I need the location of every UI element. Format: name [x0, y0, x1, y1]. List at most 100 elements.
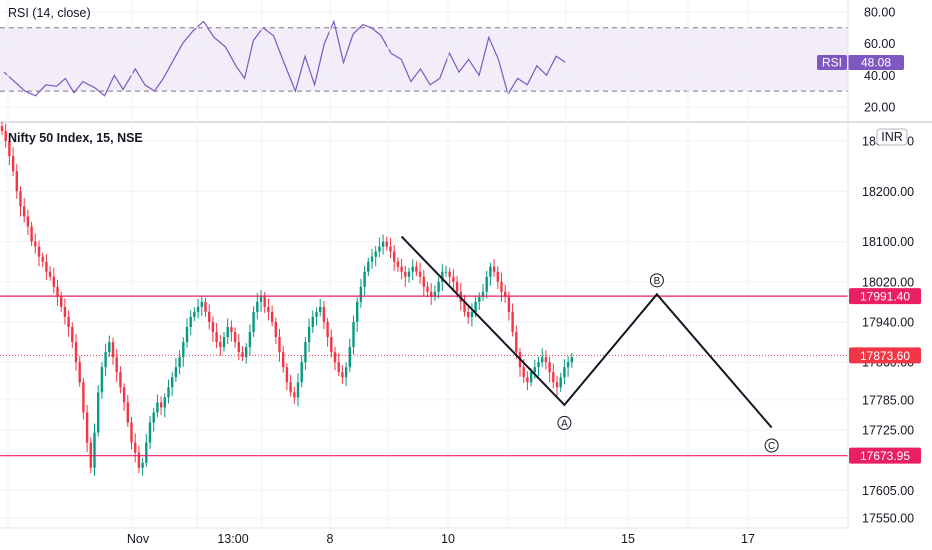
rsi-tick-label: 20.00: [864, 100, 895, 114]
candle-body: [267, 306, 270, 312]
candles: [0, 121, 573, 476]
candle-body: [30, 226, 33, 242]
candle-body: [152, 412, 155, 423]
rsi-legend-tag: RSI: [822, 55, 842, 69]
candle-body: [34, 241, 37, 247]
candle-body: [529, 372, 533, 383]
candle-body: [555, 382, 559, 388]
candle-body: [4, 131, 7, 142]
rsi-value-tag: RSI 48.08: [817, 54, 904, 70]
currency-button[interactable]: INR: [876, 128, 908, 146]
candle-body: [455, 281, 459, 292]
rsi-tick-label: 80.00: [864, 5, 895, 19]
candle-body: [85, 412, 89, 443]
candle-body: [548, 362, 551, 373]
candle-body: [45, 261, 48, 272]
price-title: Nifty 50 Index, 15, NSE: [8, 131, 143, 145]
level-price-tag: [849, 447, 921, 464]
candle-body: [78, 362, 81, 383]
candle-body: [526, 377, 529, 383]
candle-body: [222, 337, 226, 348]
candle-body: [274, 321, 277, 338]
candle-body: [259, 296, 263, 302]
candle-body: [74, 342, 78, 363]
price-tick-label: 17940.00: [862, 315, 914, 329]
candle-body: [341, 372, 344, 378]
x-tick-label: 15: [621, 532, 635, 546]
candle-body: [489, 266, 492, 277]
candle-body: [282, 352, 285, 368]
candle-body: [570, 357, 573, 363]
wave-point-marker: [764, 438, 779, 453]
candle-body: [315, 311, 318, 317]
candle-body: [474, 301, 477, 312]
candle-body: [137, 452, 141, 468]
last-price-tag: [849, 347, 921, 364]
candle-body: [504, 291, 507, 297]
candle-body: [500, 281, 503, 292]
horizontal-levels: [0, 295, 848, 457]
candle-body: [193, 311, 196, 317]
candle-body: [37, 246, 41, 257]
candle-body: [200, 301, 203, 307]
candle-body: [370, 256, 374, 262]
candle-body: [48, 271, 52, 277]
candle-body: [111, 342, 115, 358]
wave-path[interactable]: [400, 235, 773, 429]
candle-body: [448, 271, 451, 277]
candle-body: [196, 306, 200, 312]
candle-body: [293, 392, 296, 398]
candle-body: [285, 367, 289, 383]
candle-body: [208, 311, 211, 322]
candle-body: [245, 347, 248, 358]
x-tick-label: 17: [741, 532, 755, 546]
candle-body: [533, 367, 536, 373]
candle-body: [515, 332, 518, 353]
candle-body: [381, 241, 385, 247]
candle-body: [356, 301, 359, 322]
candle-body: [300, 362, 303, 383]
rsi-band: [0, 27, 848, 92]
candle-body: [430, 291, 433, 297]
candle-body: [411, 266, 414, 272]
candle-body: [8, 141, 11, 157]
candle-body: [452, 276, 455, 282]
currency-label: INR: [881, 130, 903, 144]
candle-body: [418, 271, 422, 277]
level-price-label: 17991.40: [860, 290, 910, 304]
candle-body: [563, 367, 566, 378]
candle-body: [444, 271, 448, 273]
last-price-label: 17873.60: [860, 349, 910, 363]
price-tick-label: 18200.00: [862, 185, 914, 199]
candle-body: [82, 382, 85, 413]
rsi-tick-label: 40.00: [864, 69, 895, 83]
candle-body: [511, 311, 514, 333]
candle-body: [296, 382, 300, 398]
candle-body: [100, 367, 104, 393]
candle-body: [97, 392, 100, 433]
candle-body: [374, 251, 377, 257]
candle-body: [467, 311, 470, 317]
candle-body: [237, 342, 240, 353]
candle-body: [385, 241, 388, 247]
candle-body: [67, 316, 70, 327]
candle-body: [400, 266, 403, 272]
candle-body: [470, 311, 474, 317]
candle-body: [478, 296, 481, 302]
candle-body: [352, 321, 355, 348]
rsi-title: RSI (14, close): [8, 6, 91, 20]
candle-body: [115, 357, 118, 373]
candle-body: [433, 291, 437, 297]
price-y-axis: 18300.0018200.0018100.0018020.0017940.00…: [862, 135, 914, 526]
candle-body: [441, 271, 444, 282]
candle-body: [363, 271, 366, 287]
candle-body: [141, 462, 144, 468]
price-pane: ABC Nifty 50 Index, 15, NSE 18300.001820…: [0, 0, 921, 528]
candle-body: [19, 191, 22, 207]
candle-body: [319, 306, 322, 312]
candle-body: [256, 301, 259, 312]
candle-body: [219, 342, 222, 348]
candle-body: [0, 126, 4, 132]
candle-body: [359, 286, 363, 302]
